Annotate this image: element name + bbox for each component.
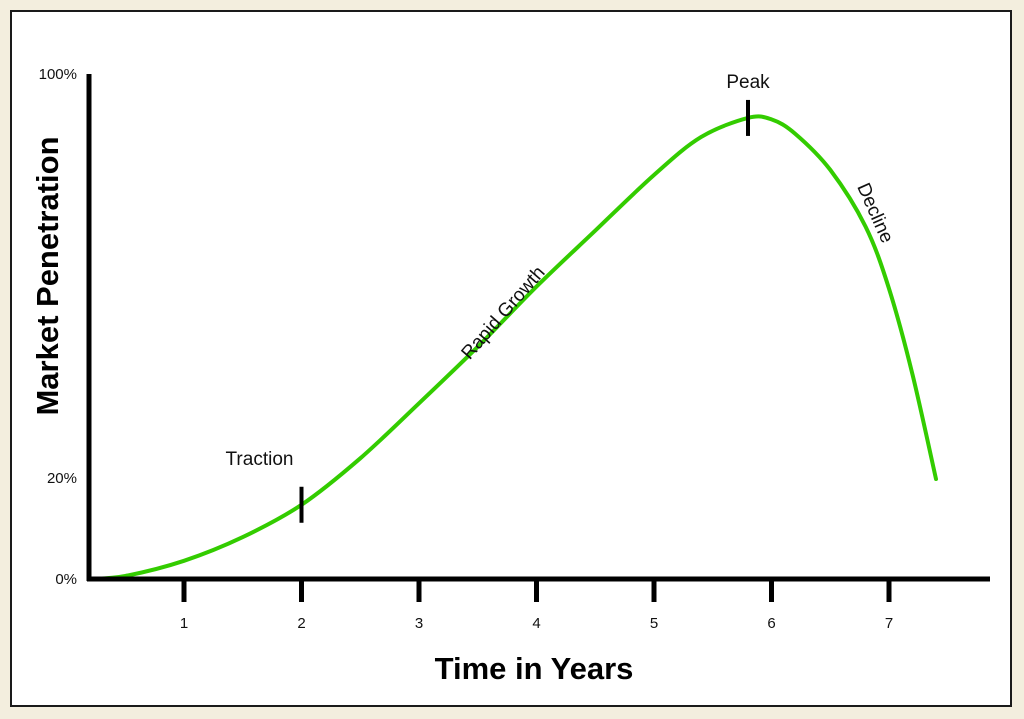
x-tick-label: 6: [767, 615, 775, 632]
x-tick-label: 5: [650, 615, 658, 632]
y-axis-title: Market Penetration: [30, 136, 65, 415]
x-tick-label: 4: [532, 615, 540, 632]
x-ticks: 1 2 3 4 5 6 7: [180, 579, 893, 632]
chart-frame: 1 2 3 4 5 6 7 0% 20% 100% Traction Rapid Growth Pe…: [10, 10, 1012, 707]
x-axis-title: Time in Years: [435, 651, 634, 686]
y-tick-label: 100%: [39, 66, 77, 83]
x-tick-label: 3: [415, 615, 423, 632]
chart: 1 2 3 4 5 6 7 0% 20% 100% Traction Rapid Growth Pe…: [30, 66, 990, 686]
x-tick-label: 7: [885, 615, 893, 632]
y-ticks: 0% 20% 100%: [39, 66, 77, 588]
annotation-label: Rapid Growth: [458, 262, 550, 363]
x-tick-label: 2: [297, 615, 305, 632]
x-tick-label: 1: [180, 615, 188, 632]
annotation-label: Peak: [726, 72, 770, 93]
annotation-label: Traction: [226, 449, 294, 470]
series-line: [88, 114, 938, 581]
y-tick-label: 0%: [55, 571, 77, 588]
y-tick-label: 20%: [47, 470, 77, 487]
milestone-markers: [299, 99, 750, 523]
